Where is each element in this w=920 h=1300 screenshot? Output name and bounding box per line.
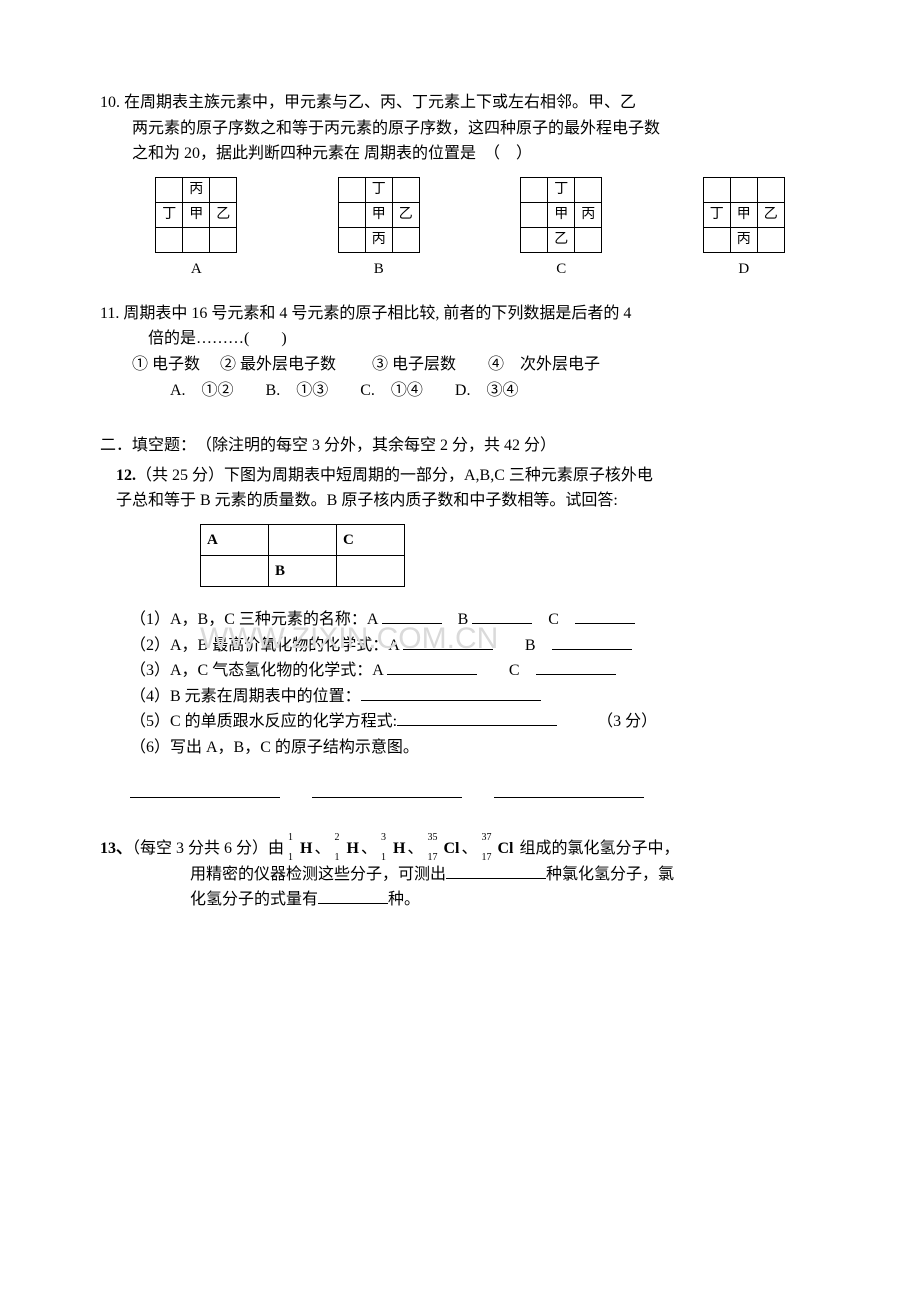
q11-line2: 倍的是………( ) <box>100 330 287 347</box>
section-2-header: 二．填空题： （除注明的每空 3 分外，其余每空 2 分，共 42 分） <box>100 433 820 459</box>
q12-answer-lines <box>100 781 820 807</box>
isotope-cl35: 3517Cl <box>427 836 459 862</box>
q10-line3: 之和为 20，据此判断四种元素在 周期表的位置是 （ ） <box>100 145 532 162</box>
q12-sub6: （6）写出 A，B，C 的原子结构示意图。 <box>130 735 820 761</box>
table-label-a: A <box>155 257 237 281</box>
isotope-h3: 31H <box>381 836 405 862</box>
q10-line1: 在周期表主族元素中，甲元素与乙、丙、丁元素上下或左右相邻。甲、乙 <box>124 94 636 111</box>
q10-line2: 两元素的原子序数之和等于丙元素的原子序数，这四种原子的最外程电子数 <box>100 120 660 137</box>
q11-line1: 周期表中 16 号元素和 4 号元素的原子相比较, 前者的下列数据是后者的 4 <box>123 305 631 322</box>
q10-table-a: 丙 丁甲乙 A <box>155 177 237 281</box>
table-label-b: B <box>338 257 420 281</box>
q11-options: A. ①② B. ①③ C. ①④ D. ③④ <box>100 382 518 399</box>
q12-sub3: （3）A，C 气态氢化物的化学式：A C <box>130 658 820 684</box>
q13-line3: 化氢分子的式量有种。 <box>100 887 820 913</box>
q13-line1: 13、（每空 3 分共 6 分）由 11H、 21H、 31H、 3517Cl、… <box>100 836 820 862</box>
q12-number: 12. <box>100 467 136 484</box>
q12-table: AC B <box>200 524 405 587</box>
question-11: 11. 周期表中 16 号元素和 4 号元素的原子相比较, 前者的下列数据是后者… <box>100 301 820 403</box>
q11-items: ① 电子数 ② 最外层电子数 ③ 电子层数 ④ 次外层电子 <box>100 356 600 373</box>
q12-intro1: （共 25 分）下图为周期表中短周期的一部分，A,B,C 三种元素原子核外电 <box>136 467 653 484</box>
q12-sub5: （5）C 的单质跟水反应的化学方程式: （3 分） <box>130 709 820 735</box>
q13-line2: 用精密的仪器检测这些分子，可测出种氯化氢分子，氯 <box>100 862 820 888</box>
isotope-h1: 11H <box>288 836 312 862</box>
q12-intro: 12.（共 25 分）下图为周期表中短周期的一部分，A,B,C 三种元素原子核外… <box>100 463 820 514</box>
table-label-c: C <box>520 257 602 281</box>
q10-table-c: 丁 甲丙 乙 C <box>520 177 602 281</box>
q10-tables: 丙 丁甲乙 A 丁 甲乙 丙 B 丁 甲丙 乙 C 丁甲 <box>120 177 820 281</box>
q12-sub2: （2）A，B 最高价氧化物的化学式：A B <box>130 633 820 659</box>
question-10: 10. 在周期表主族元素中，甲元素与乙、丙、丁元素上下或左右相邻。甲、乙 两元素… <box>100 90 820 281</box>
isotope-cl37: 3717Cl <box>481 836 513 862</box>
q13-number: 13、 <box>100 840 132 857</box>
question-12: 12.（共 25 分）下图为周期表中短周期的一部分，A,B,C 三种元素原子核外… <box>100 463 820 806</box>
isotope-h2: 21H <box>335 836 359 862</box>
q12-subitems: （1）A，B，C 三种元素的名称：A B C （2）A，B 最高价氧化物的化学式… <box>100 607 820 761</box>
q10-table-b: 丁 甲乙 丙 B <box>338 177 420 281</box>
q10-text: 10. 在周期表主族元素中，甲元素与乙、丙、丁元素上下或左右相邻。甲、乙 两元素… <box>100 90 820 167</box>
q10-number: 10. <box>100 94 120 111</box>
question-13: 13、（每空 3 分共 6 分）由 11H、 21H、 31H、 3517Cl、… <box>100 836 820 913</box>
q12-intro2: 子总和等于 B 元素的质量数。B 原子核内质子数和中子数相等。试回答: <box>100 492 618 509</box>
q11-text: 11. 周期表中 16 号元素和 4 号元素的原子相比较, 前者的下列数据是后者… <box>100 301 820 403</box>
q10-table-d: 丁甲乙 丙 D <box>703 177 785 281</box>
q12-sub4: （4）B 元素在周期表中的位置： <box>130 684 820 710</box>
q11-number: 11. <box>100 305 119 322</box>
table-label-d: D <box>703 257 785 281</box>
q12-sub1: （1）A，B，C 三种元素的名称：A B C <box>130 607 820 633</box>
